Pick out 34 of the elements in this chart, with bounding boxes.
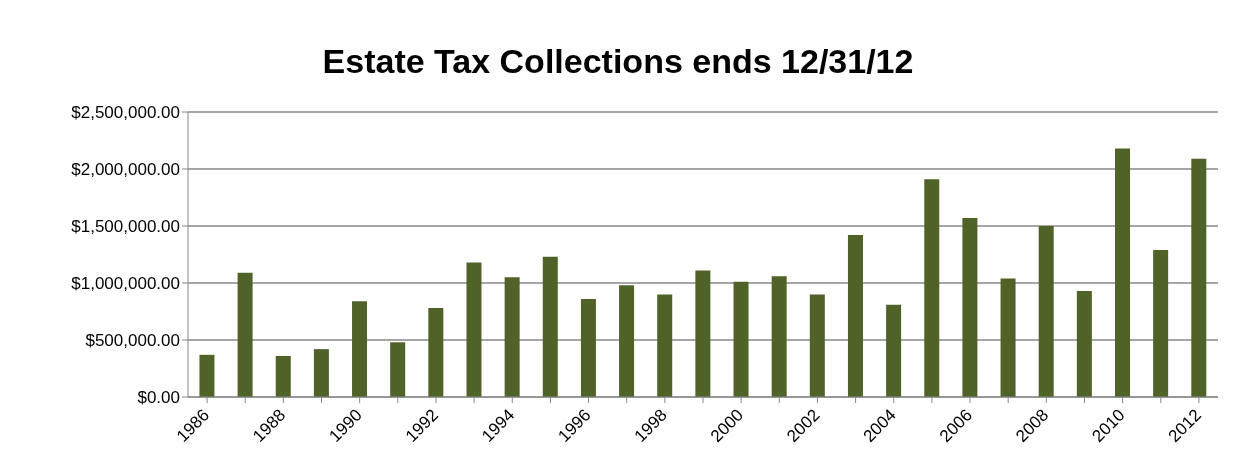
y-tick-label: $1,500,000.00: [71, 217, 180, 237]
bar: [1038, 226, 1054, 397]
bar: [199, 354, 215, 397]
bar: [619, 285, 635, 397]
bar: [847, 235, 863, 397]
bar: [542, 256, 558, 397]
bar: [428, 308, 444, 397]
bar: [1153, 249, 1169, 397]
y-tick-label: $2,000,000.00: [71, 160, 180, 180]
bar: [237, 272, 253, 397]
y-tick-label: $1,000,000.00: [71, 274, 180, 294]
bar: [313, 349, 329, 397]
y-tick-label: $0.00: [137, 388, 180, 408]
bar: [390, 342, 406, 397]
bar: [1191, 158, 1207, 397]
bar: [771, 276, 787, 397]
bar: [466, 262, 482, 397]
bar: [275, 355, 291, 397]
bar: [1115, 148, 1130, 397]
y-tick-label: $2,500,000.00: [71, 103, 180, 123]
bar: [695, 270, 711, 397]
y-tick-label: $500,000.00: [85, 331, 180, 351]
bar: [886, 304, 902, 397]
bar: [1076, 290, 1092, 397]
chart-title: Estate Tax Collections ends 12/31/12: [321, 41, 915, 82]
bar: [809, 294, 825, 397]
bar: [962, 218, 978, 397]
bar: [733, 281, 749, 397]
bar: [580, 298, 596, 397]
bar: [657, 294, 673, 397]
bar: [924, 179, 940, 397]
bar: [504, 277, 520, 397]
bar: [1000, 278, 1016, 397]
bar: [352, 301, 368, 397]
